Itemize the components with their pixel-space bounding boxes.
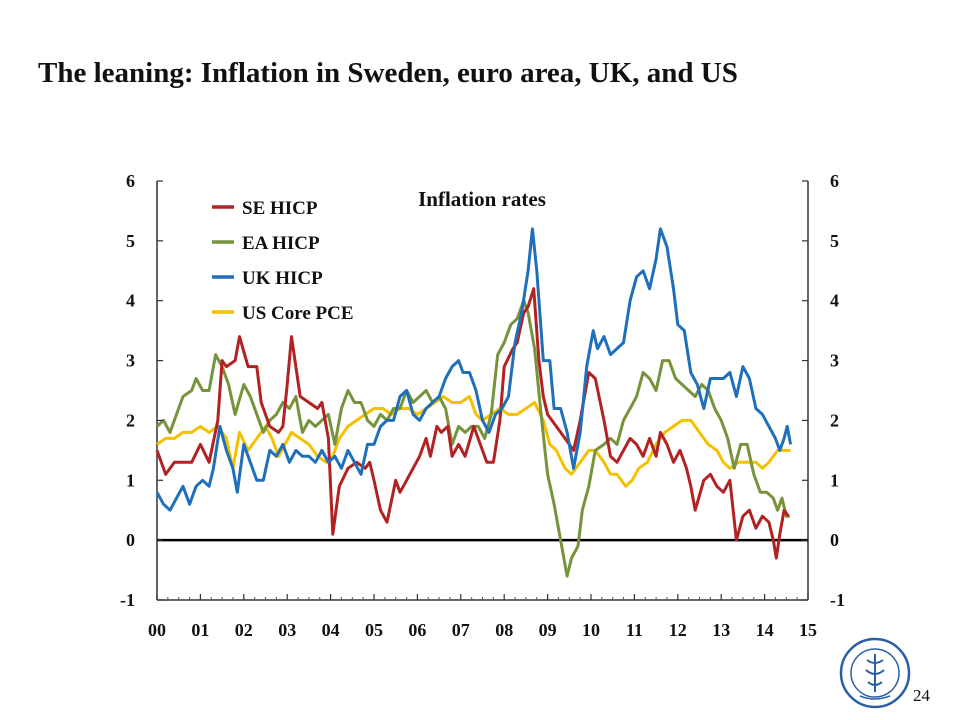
x-tick-label: 03 [278,620,296,640]
y-tick-label-left: -1 [120,590,135,610]
x-tick-label: 12 [669,620,687,640]
y-tick-label-right: 4 [830,291,839,311]
legend-label: US Core PCE [242,303,354,324]
page-number: 24 [913,686,930,705]
y-tick-label-left: 6 [126,171,135,191]
series-line-ea-hicp [155,299,790,578]
x-tick-label: 09 [539,620,557,640]
series-line-se-hicp [155,287,790,560]
stockholm-school-of-economics-seal-icon [839,637,911,709]
y-tick-label-right: 0 [830,530,839,550]
legend-label: EA HICP [242,233,320,254]
y-tick-label-left: 0 [126,530,135,550]
x-tick-label: 01 [191,620,209,640]
ticks-layer: -1 -10 01 12 23 34 45 56 600 01 02 03 04 05 06 07 08 09 10… [120,171,845,640]
legend-label: SE HICP [242,198,318,219]
x-tick-label: 00 [148,620,166,640]
y-tick-label-left: 2 [126,410,135,430]
x-tick-label: 08 [495,620,513,640]
chart-title: Inflation rates [418,187,546,211]
y-tick-label-right: 5 [830,231,839,251]
y-tick-label-right: 3 [830,351,839,371]
y-tick-label-left: 3 [126,351,135,371]
legend: SE HICP EA HICP UK HICP US Core PCE [212,198,354,324]
y-tick-label-left: 5 [126,231,135,251]
x-tick-label: 06 [408,620,426,640]
x-tick-label: 07 [452,620,470,640]
x-tick-label: 13 [712,620,730,640]
slide-title: The leaning: Inflation in Sweden, euro a… [38,57,738,89]
y-tick-label-left: 4 [126,291,135,311]
x-tick-label: 15 [799,620,817,640]
x-tick-label: 02 [235,620,253,640]
x-tick-label: 14 [756,620,774,640]
y-tick-label-right: 1 [830,470,839,490]
series-line-uk-hicp [155,227,793,512]
y-tick-label-right: 6 [830,171,839,191]
x-tick-label: 05 [365,620,383,640]
x-tick-label: 10 [582,620,600,640]
y-tick-label-right: 2 [830,410,839,430]
series-layer [155,227,793,578]
y-tick-label-right: -1 [830,590,845,610]
x-tick-label: 11 [626,620,643,640]
x-tick-label: 04 [322,620,340,640]
series-line-us-core-pce [156,395,791,488]
y-tick-label-left: 1 [126,470,135,490]
legend-label: UK HICP [242,268,323,289]
